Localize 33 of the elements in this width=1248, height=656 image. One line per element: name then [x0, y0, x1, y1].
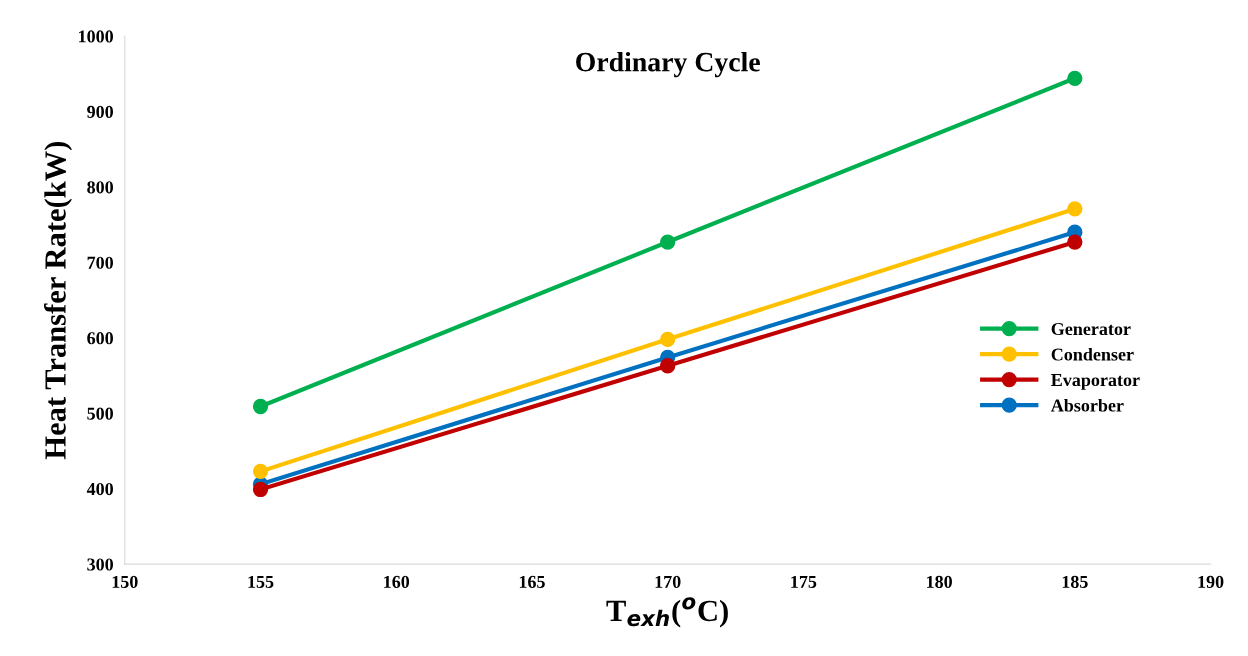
point	[1067, 70, 1083, 86]
y-tick-label: 900	[87, 105, 113, 118]
x-tick-label: 175	[791, 575, 817, 588]
text: Ordinary Cycle	[576, 51, 760, 78]
point	[252, 398, 269, 415]
x-tick-label: 160	[384, 575, 410, 588]
y-tick-label: 1000	[79, 30, 113, 43]
y-tick-label: 700	[87, 256, 113, 269]
legend-label: Absorber	[1050, 398, 1124, 412]
y-tick-label: 300	[87, 558, 113, 571]
x-tick-label: 155	[248, 575, 274, 588]
point	[660, 358, 676, 374]
x-tick-label: 185	[1062, 575, 1088, 588]
legend-label: Evaporator	[1051, 374, 1140, 390]
y-tick-label: 400	[86, 482, 113, 496]
point	[1067, 234, 1083, 250]
x-tick-label: 170	[655, 575, 681, 588]
point	[660, 234, 676, 250]
point	[1067, 201, 1083, 217]
y-axis-title: Heat Transfer Rate(kW)	[44, 141, 73, 460]
y-tick-label: 500	[87, 407, 113, 420]
x-tick-label: 180	[927, 575, 952, 588]
x-tick-label: 150	[112, 575, 138, 588]
legend-label: Condenser	[1051, 347, 1134, 361]
point	[252, 463, 269, 480]
legend-label: Generator	[1051, 322, 1131, 336]
y-tick-label: 600	[87, 332, 113, 345]
point	[660, 331, 676, 347]
y-tick-label: 800	[87, 181, 113, 194]
point	[252, 481, 269, 498]
x-tick-label: 165	[519, 575, 545, 588]
x-tick-label: 190	[1198, 575, 1224, 588]
x-axis-title: T$_{exh}$($^{o}$C)	[606, 597, 728, 628]
